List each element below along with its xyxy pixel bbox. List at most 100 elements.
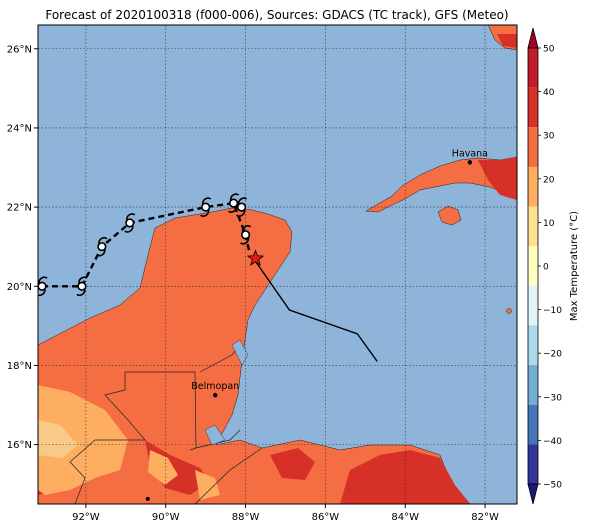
colorbar-tick-label: 40 xyxy=(543,88,555,98)
city-dot xyxy=(213,392,218,398)
y-tick-label: 22°N xyxy=(7,203,32,214)
storm-symbols xyxy=(38,193,252,296)
hurricane-eye xyxy=(38,281,47,291)
hurricane-eye xyxy=(77,281,87,291)
colorbar-tick-label: −30 xyxy=(543,393,562,403)
colorbar-segment xyxy=(528,48,538,88)
hurricane-eye xyxy=(228,198,239,208)
hurricane-arm-top xyxy=(229,193,240,201)
hurricane-arm-bottom xyxy=(124,225,134,233)
hurricane-arm-top xyxy=(98,236,108,244)
hurricane-eye xyxy=(240,230,251,240)
colorbar-tick-label: 0 xyxy=(543,263,549,273)
colorbar-segment xyxy=(528,365,538,405)
hurricane-arm-bottom xyxy=(200,210,210,217)
y-tick-label: 18°N xyxy=(7,361,32,372)
map-panel: Havana Belmopan xyxy=(38,25,517,504)
x-tick-label: 82°W xyxy=(471,512,499,523)
colorbar-min-arrow xyxy=(527,483,539,505)
florida-hot xyxy=(497,34,517,48)
hurricane-symbol-icon xyxy=(96,236,108,257)
hurricane-eye xyxy=(201,202,211,212)
hurricane-symbol-icon xyxy=(228,193,240,213)
hurricane-symbol-icon xyxy=(124,213,136,233)
colorbar-tick-label: 50 xyxy=(543,45,555,55)
x-tick-label: 90°W xyxy=(152,512,180,523)
colorbar-segment xyxy=(528,285,538,326)
hurricane-symbol-icon xyxy=(38,276,48,296)
hurricane-arm-top xyxy=(201,197,212,205)
colorbar-segment xyxy=(528,127,538,167)
hurricane-symbol-icon xyxy=(200,197,212,217)
y-tick-label: 16°N xyxy=(7,440,32,451)
hurricane-symbol-icon xyxy=(240,225,252,245)
x-tick-label: 84°W xyxy=(391,512,419,523)
colorbar-max-arrow xyxy=(527,27,539,49)
map-frame xyxy=(37,24,518,505)
map-axis-ticks: 92°W 90°W 88°W 86°W 84°W 82°W 16°N 18°N 20°N 22°N… xyxy=(7,44,499,523)
city-dot xyxy=(467,160,473,165)
y-tick-label: 24°N xyxy=(7,123,32,134)
colorbar-segment xyxy=(528,325,538,366)
colorbar: 50 40 30 20 10 0 −10 −20 −30 −40 −50 xyxy=(527,27,562,505)
colorbar-segment xyxy=(528,404,538,445)
hurricane-arm-top xyxy=(38,276,48,284)
border-belize-south xyxy=(195,429,241,449)
graticule xyxy=(38,25,517,504)
hurricane-arm-top xyxy=(78,276,88,284)
city-markers: Havana Belmopan xyxy=(145,148,488,501)
hurricane-arm-bottom xyxy=(38,289,46,296)
y-tick-label: 20°N xyxy=(7,282,32,293)
hurricane-symbol-icon xyxy=(76,276,88,296)
hurricane-arm-bottom xyxy=(76,289,86,296)
colorbar-tick-label: −10 xyxy=(543,306,562,316)
city-label: Havana xyxy=(452,148,488,159)
hurricane-symbol-icon xyxy=(236,197,248,217)
hurricane-arm-bottom xyxy=(236,210,246,217)
small-cool-region-2 xyxy=(195,470,220,500)
colorbar-tick-label: 20 xyxy=(543,175,555,185)
highland-cool-region xyxy=(38,385,128,495)
city-label: Belmopan xyxy=(191,381,239,392)
hurricane-eye xyxy=(97,242,107,252)
hurricane-eye xyxy=(125,218,135,228)
colorbar-label: Max Temperature (°C) xyxy=(569,211,580,321)
hurricane-arm-top xyxy=(241,225,252,232)
colorbar-segment xyxy=(528,246,538,286)
y-tick-label: 26°N xyxy=(7,44,32,55)
hurricane-arm-top xyxy=(237,197,248,205)
coastal-hot-region xyxy=(270,448,315,480)
hurricane-arm-bottom xyxy=(96,249,106,257)
colorbar-tick-label: 30 xyxy=(543,132,555,142)
figure-title: Forecast of 2020100318 (f000-006), Sourc… xyxy=(45,8,508,22)
storm-track-forecast xyxy=(252,258,378,362)
x-tick-label: 86°W xyxy=(312,512,340,523)
cuba-hot-region xyxy=(478,157,517,200)
current-position-star-icon xyxy=(246,249,265,266)
border-mexico-guatemala xyxy=(125,371,197,451)
hurricane-eye xyxy=(236,202,247,212)
border-honduras xyxy=(194,447,263,504)
hurricane-arm-top xyxy=(126,213,136,221)
x-tick-label: 92°W xyxy=(72,512,100,523)
mexico-central-america-landmass xyxy=(38,207,471,504)
x-tick-label: 88°W xyxy=(232,512,260,523)
gulf-of-honduras-inlet xyxy=(204,424,226,446)
small-cool-region xyxy=(148,450,178,485)
chetumal-bay xyxy=(231,339,249,366)
grand-cayman-island xyxy=(506,308,512,314)
border-guatemala xyxy=(69,372,146,504)
colorbar-segment xyxy=(528,166,538,207)
colorbar-tick-label: 10 xyxy=(543,219,555,229)
colorbar-segment xyxy=(528,87,538,128)
colorbar-tick-label: −50 xyxy=(543,481,562,491)
colorbar-tick-label: −20 xyxy=(543,350,562,360)
highland-cooler-region xyxy=(38,420,78,458)
colorbar-tick-label: −40 xyxy=(543,437,562,447)
cuba-landmass xyxy=(365,156,517,213)
city-dot-guatemala xyxy=(145,496,150,501)
colorbar-segment xyxy=(528,444,538,484)
hurricane-arm-bottom xyxy=(228,206,238,213)
colorbar-segment xyxy=(528,206,538,247)
